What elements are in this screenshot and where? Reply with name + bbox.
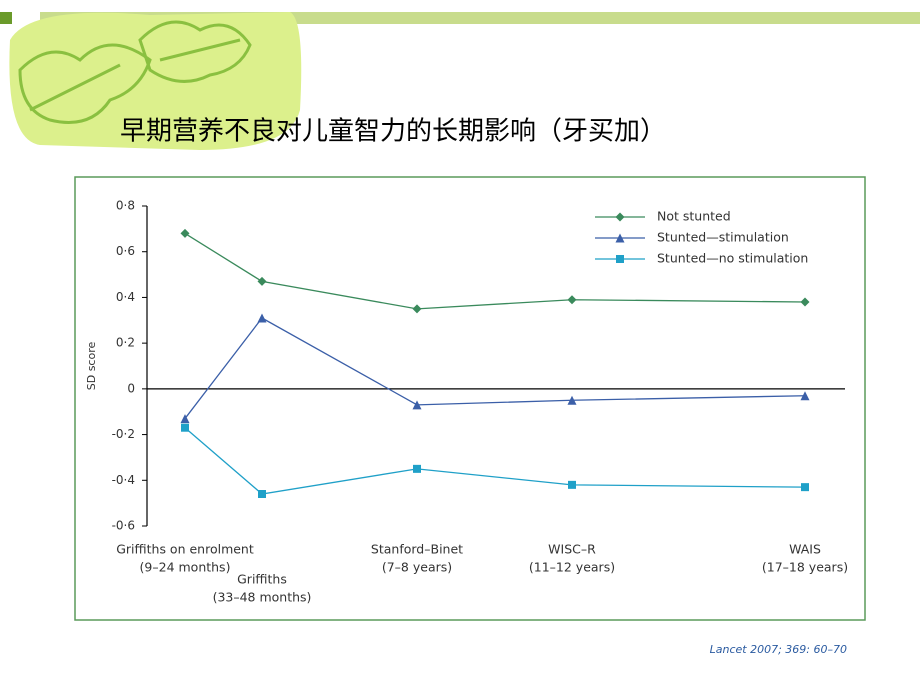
x-tick-note: (7–8 years) [382, 560, 452, 575]
leaf-panel [9, 12, 302, 150]
slide-title: 早期营养不良对儿童智力的长期影响（牙买加） [120, 117, 666, 147]
x-tick-label: Stanford–Binet [371, 542, 463, 557]
x-tick-note: (17–18 years) [762, 560, 848, 575]
y-tick-label: -0·6 [112, 519, 135, 533]
point [616, 255, 624, 263]
chart-frame [74, 176, 866, 621]
x-tick-label: WISC–R [548, 542, 596, 557]
point [568, 480, 576, 489]
x-tick-note: (11–12 years) [529, 560, 615, 575]
point [567, 295, 577, 305]
y-axis-label: SD score [85, 342, 98, 391]
y-tick-label: 0·4 [116, 290, 135, 304]
leaf-decoration [18, 20, 252, 124]
point [412, 400, 422, 410]
x-tick-label: WAIS [789, 542, 821, 557]
y-tick-label: -0·2 [112, 427, 135, 441]
point [180, 228, 190, 238]
legend-label: Not stunted [657, 209, 731, 224]
point [800, 297, 810, 307]
point [258, 490, 266, 498]
point [181, 423, 189, 432]
x-tick-note: (9–24 months) [140, 560, 231, 575]
x-tick-note: (33–48 months) [213, 590, 312, 605]
y-tick-label: 0·8 [116, 199, 135, 213]
x-tick-label: Griffiths on enrolment [116, 542, 254, 557]
point [180, 414, 190, 424]
point [257, 313, 267, 323]
y-tick-label: 0·2 [116, 336, 135, 350]
point [413, 464, 421, 473]
legend-label: Stunted—stimulation [657, 230, 789, 245]
point [800, 391, 810, 401]
point [615, 212, 625, 222]
citation: Lancet 2007; 369: 60–70 [710, 643, 847, 656]
top-bar-square [0, 12, 12, 24]
y-tick-label: 0 [127, 381, 135, 395]
point [801, 483, 809, 492]
point [567, 395, 577, 405]
x-tick-label: Griffiths [237, 572, 287, 587]
point [615, 233, 625, 243]
legend-label: Stunted—no stimulation [657, 251, 808, 266]
point [257, 276, 267, 286]
y-tick-label: 0·6 [116, 244, 135, 258]
y-tick-label: -0·4 [112, 473, 135, 487]
point [412, 304, 422, 314]
